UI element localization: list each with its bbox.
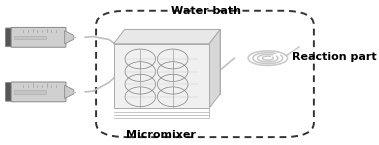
Text: Micromixer: Micromixer [126, 130, 196, 140]
FancyBboxPatch shape [14, 90, 46, 94]
FancyBboxPatch shape [11, 27, 66, 47]
Text: Reaction part: Reaction part [291, 52, 376, 62]
FancyBboxPatch shape [5, 83, 13, 101]
Polygon shape [114, 44, 209, 108]
Polygon shape [209, 29, 220, 108]
FancyBboxPatch shape [14, 36, 46, 39]
FancyBboxPatch shape [11, 82, 66, 102]
Polygon shape [114, 29, 220, 44]
Polygon shape [65, 85, 74, 98]
Text: Water bath: Water bath [171, 6, 241, 16]
Polygon shape [125, 29, 220, 94]
Polygon shape [65, 31, 74, 44]
FancyBboxPatch shape [5, 28, 13, 47]
